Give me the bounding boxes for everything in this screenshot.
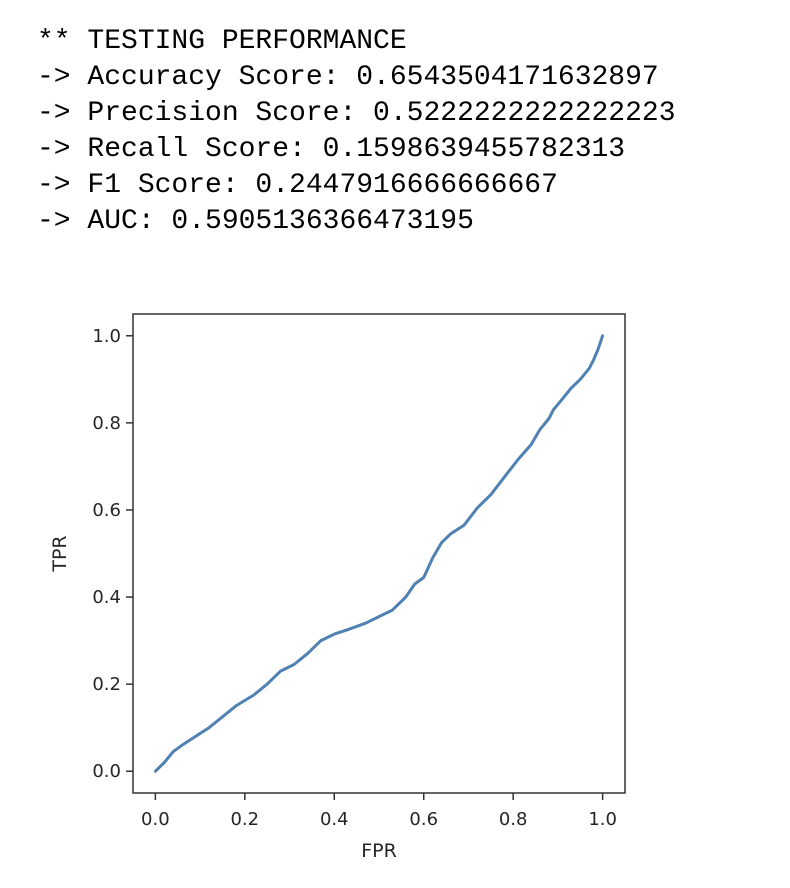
console-line-header: ** TESTING PERFORMANCE <box>37 26 407 57</box>
console-line-auc: -> AUC: 0.5905136366473195 <box>37 206 474 237</box>
x-tick-label: 0.2 <box>230 809 259 830</box>
y-axis-ticks: 0.0 0.2 0.4 0.6 0.8 1.0 <box>92 326 133 782</box>
y-tick-label: 0.6 <box>92 500 121 521</box>
y-tick-label: 0.2 <box>92 674 121 695</box>
x-axis-ticks: 0.0 0.2 0.4 0.6 0.8 1.0 <box>141 793 617 830</box>
x-tick-label: 0.8 <box>499 809 528 830</box>
console-line-accuracy: -> Accuracy Score: 0.6543504171632897 <box>37 62 659 93</box>
console-line-f1: -> F1 Score: 0.2447916666666667 <box>37 170 558 201</box>
y-tick-label: 1.0 <box>92 326 121 347</box>
x-tick-label: 1.0 <box>588 809 617 830</box>
y-tick-label: 0.0 <box>92 761 121 782</box>
console-line-recall: -> Recall Score: 0.1598639455782313 <box>37 134 626 165</box>
y-axis-label: TPR <box>49 535 71 572</box>
x-tick-label: 0.4 <box>320 809 349 830</box>
x-axis-label: FPR <box>361 840 397 862</box>
y-tick-label: 0.4 <box>92 587 121 608</box>
console-line-precision: -> Precision Score: 0.5222222222222223 <box>37 98 676 129</box>
console-output: ** TESTING PERFORMANCE -> Accuracy Score:… <box>37 24 676 240</box>
x-tick-label: 0.0 <box>141 809 170 830</box>
roc-curve-line <box>153 334 605 773</box>
plot-frame <box>132 313 626 794</box>
x-tick-label: 0.6 <box>409 809 438 830</box>
y-tick-label: 0.8 <box>92 413 121 434</box>
